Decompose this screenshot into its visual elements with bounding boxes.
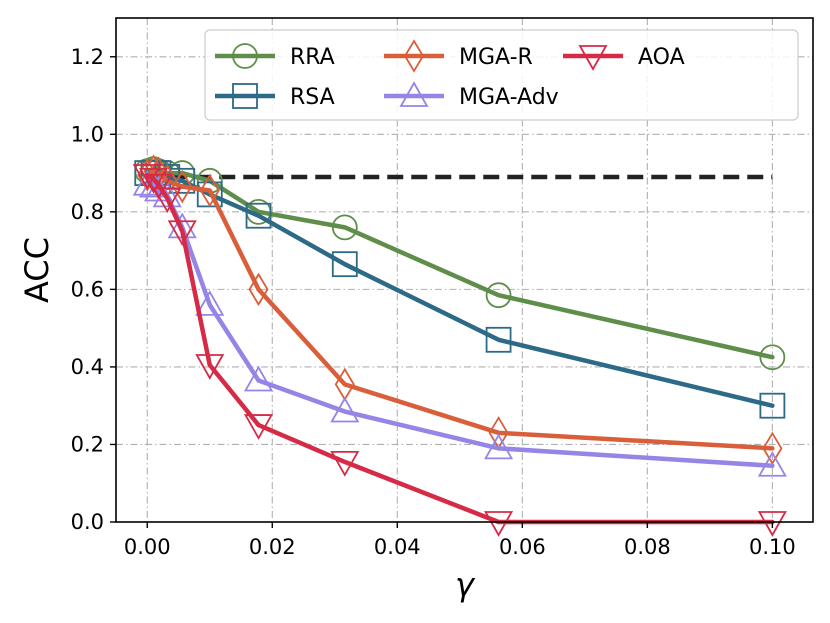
legend-marker xyxy=(399,81,429,107)
y-tick-label: 0.8 xyxy=(71,200,104,224)
legend-marker xyxy=(232,43,258,69)
data-point-rsa xyxy=(759,392,786,419)
data-point-aoa xyxy=(143,173,174,200)
data-point-aoa xyxy=(243,414,274,440)
data-point-mga-adv xyxy=(195,290,225,316)
legend-entry-aoa: AOA xyxy=(563,45,685,71)
data-point-rra xyxy=(485,282,512,309)
data-point-mga-r xyxy=(199,173,220,208)
data-point-rsa xyxy=(245,202,272,229)
legend-label: AOA xyxy=(638,45,685,70)
data-point-aoa xyxy=(167,220,197,247)
x-tick-label: 0.10 xyxy=(749,535,796,559)
y-tick-label: 1.2 xyxy=(71,45,104,69)
y-axis-label: ACC xyxy=(18,237,56,303)
data-point-mga-r xyxy=(762,431,783,466)
data-point-mga-adv xyxy=(757,450,787,477)
series-mga-r xyxy=(137,154,783,466)
data-point-mga-adv xyxy=(132,169,162,196)
legend-entry-mga-adv: MGA-Adv xyxy=(384,81,559,110)
data-point-aoa xyxy=(757,511,787,537)
legend-marker xyxy=(232,83,258,109)
plot-frame xyxy=(115,17,814,523)
legend-marker xyxy=(403,39,425,73)
data-point-mga-r xyxy=(172,169,193,204)
axis-ticks: 0.00 0.02 0.04 0.06 0.08 0.10 0.0 0.2 0.4 0.6 0.8 1… xyxy=(71,45,796,559)
legend-label: RSA xyxy=(290,85,335,110)
x-tick-label: 0.02 xyxy=(249,535,296,559)
data-point-aoa xyxy=(484,511,514,537)
data-point-aoa xyxy=(132,164,162,190)
x-tick-label: 0.08 xyxy=(624,535,671,559)
legend-entry-rra: RRA xyxy=(215,43,335,70)
legend-label: MGA-R xyxy=(459,45,533,70)
data-series xyxy=(132,154,787,537)
x-tick-label: 0.00 xyxy=(124,535,171,559)
legend-entry-mga-r: MGA-R xyxy=(384,39,533,73)
legend: RRA RSA MGA-R MGA-Adv AOA xyxy=(204,29,799,121)
series-aoa xyxy=(132,164,787,537)
data-point-rsa xyxy=(485,326,512,353)
legend-label: RRA xyxy=(290,45,335,70)
data-point-rra xyxy=(759,344,786,371)
x-axis-label: γ xyxy=(455,566,476,604)
legend-box xyxy=(204,29,799,121)
data-point-aoa xyxy=(195,354,225,380)
data-point-mga-r xyxy=(248,272,269,307)
data-point-aoa xyxy=(152,187,182,214)
x-tick-label: 0.06 xyxy=(499,535,546,559)
legend-marker xyxy=(578,45,608,71)
series-line-rra xyxy=(145,166,775,360)
x-tick-label: 0.04 xyxy=(374,535,421,559)
y-tick-label: 0.2 xyxy=(71,432,104,456)
legend-label: MGA-Adv xyxy=(459,85,559,110)
data-point-aoa xyxy=(138,167,169,194)
data-point-mga-adv xyxy=(243,365,274,392)
y-tick-label: 0.4 xyxy=(71,355,104,379)
y-tick-label: 1.0 xyxy=(71,122,104,146)
y-tick-label: 0.0 xyxy=(71,510,104,534)
data-point-mga-adv xyxy=(330,396,360,423)
series-mga-adv xyxy=(132,169,787,477)
legend-entry-rsa: RSA xyxy=(215,83,335,110)
data-point-aoa xyxy=(330,451,360,477)
data-point-mga-adv xyxy=(484,433,514,460)
series-line-mga-adv xyxy=(145,182,775,469)
data-point-rsa xyxy=(331,251,358,278)
y-tick-label: 0.6 xyxy=(71,277,104,301)
data-point-rra xyxy=(331,214,358,241)
series-line-aoa xyxy=(145,172,775,525)
